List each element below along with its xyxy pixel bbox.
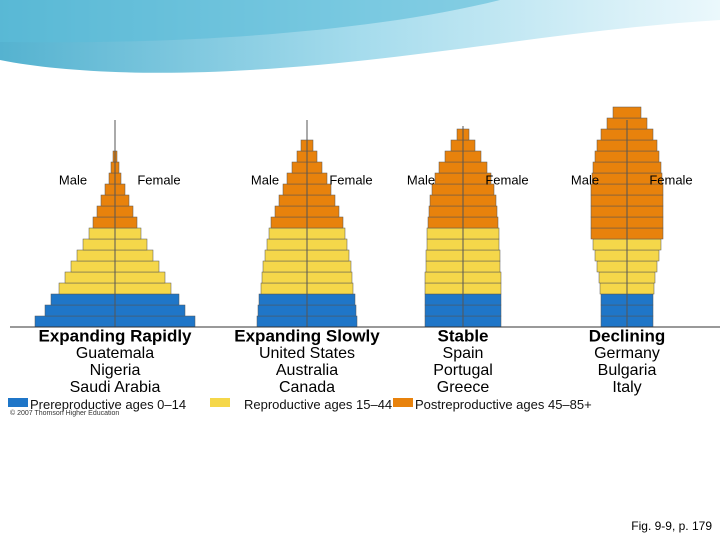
female-label: Female bbox=[485, 172, 528, 187]
male-label: Male bbox=[59, 172, 87, 187]
legend-swatch bbox=[210, 398, 230, 407]
female-label: Female bbox=[329, 172, 372, 187]
country: Guatemala bbox=[76, 345, 154, 362]
pyramid-title: Expanding Slowly bbox=[234, 326, 380, 345]
country: Italy bbox=[612, 379, 641, 396]
pyramid-title: Declining bbox=[589, 326, 666, 345]
male-label: Male bbox=[407, 172, 435, 187]
country: Nigeria bbox=[90, 362, 141, 379]
legend-label: Prereproductive ages 0–14 bbox=[30, 397, 187, 412]
female-label: Female bbox=[137, 172, 180, 187]
copyright: © 2007 Thomson Higher Education bbox=[10, 409, 119, 417]
country: Canada bbox=[279, 379, 335, 396]
pyramid-bar bbox=[612, 106, 642, 119]
country: Australia bbox=[276, 362, 338, 379]
male-label: Male bbox=[251, 172, 279, 187]
legend-label: Reproductive ages 15–44 bbox=[244, 397, 393, 412]
pyramid-title: Stable bbox=[437, 326, 488, 345]
country: United States bbox=[259, 345, 355, 362]
country: Germany bbox=[594, 345, 660, 362]
legend-swatch bbox=[393, 398, 413, 407]
legend-label: Postreproductive ages 45–85+ bbox=[415, 397, 592, 412]
header-swoosh bbox=[0, 0, 500, 43]
country: Saudi Arabia bbox=[70, 379, 161, 396]
caption: Fig. 9-9, p. 179 bbox=[631, 519, 712, 533]
legend-swatch bbox=[8, 398, 28, 407]
female-label: Female bbox=[649, 172, 692, 187]
country: Bulgaria bbox=[598, 362, 657, 379]
country: Portugal bbox=[433, 362, 493, 379]
pyramid-title: Expanding Rapidly bbox=[38, 326, 192, 345]
country: Greece bbox=[437, 379, 490, 396]
country: Spain bbox=[443, 345, 484, 362]
male-label: Male bbox=[571, 172, 599, 187]
